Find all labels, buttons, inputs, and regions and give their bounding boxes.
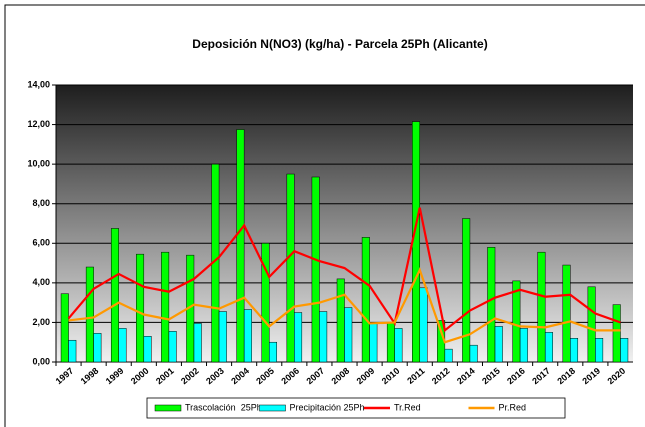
bar <box>286 173 295 363</box>
bar <box>469 344 478 363</box>
bar <box>136 253 145 363</box>
chart-title: Deposición N(NO3) (kg/ha) - Parcela 25Ph… <box>192 37 487 51</box>
bar <box>68 339 77 363</box>
bar <box>261 243 270 363</box>
y-tick-label: 2,00 <box>32 317 50 327</box>
y-tick-label: 0,00 <box>32 356 50 366</box>
bar <box>612 304 621 363</box>
bar <box>544 332 553 363</box>
y-tick-label: 4,00 <box>32 277 50 287</box>
bar <box>168 331 177 363</box>
bar <box>419 287 428 363</box>
bar <box>319 311 328 363</box>
bar <box>562 264 571 363</box>
bar <box>537 251 546 363</box>
bar <box>294 312 303 363</box>
bar <box>110 228 119 363</box>
bar <box>344 307 353 363</box>
legend-label: Pr.Red <box>499 402 527 412</box>
bar <box>85 266 94 363</box>
bar <box>487 246 496 363</box>
legend-label: Tr.Red <box>394 402 421 412</box>
y-tick-label: 8,00 <box>32 198 50 208</box>
bar <box>570 338 579 363</box>
bar <box>394 328 403 363</box>
legend-label: Trascolación 25Ph <box>185 402 262 412</box>
bar <box>268 341 277 363</box>
bar <box>512 280 521 363</box>
y-tick-label: 10,00 <box>27 159 50 169</box>
bar <box>218 311 227 363</box>
bar <box>361 237 370 363</box>
legend-swatch <box>154 404 182 412</box>
bar <box>143 336 152 363</box>
bar <box>161 251 170 363</box>
bar <box>118 328 127 363</box>
bar <box>193 323 202 363</box>
legend-swatch <box>259 404 286 412</box>
legend-box <box>146 397 566 419</box>
y-tick-label: 6,00 <box>32 238 50 248</box>
legend-label: Precipitación 25Ph <box>290 402 365 412</box>
bar <box>462 218 471 363</box>
bar <box>236 129 245 363</box>
bar <box>595 338 604 363</box>
bar <box>311 176 320 363</box>
line <box>67 207 621 333</box>
bar <box>620 338 629 363</box>
y-tick-label: 14,00 <box>27 79 50 89</box>
bar <box>444 348 453 363</box>
bar <box>93 333 102 363</box>
y-tick-label: 12,00 <box>27 119 50 129</box>
bar <box>587 286 596 363</box>
bar <box>494 326 503 363</box>
bar <box>60 293 69 363</box>
bar <box>336 278 345 363</box>
bar <box>519 328 528 363</box>
bar <box>369 323 378 363</box>
line <box>68 267 621 344</box>
bar <box>386 322 395 363</box>
bar <box>243 309 252 363</box>
